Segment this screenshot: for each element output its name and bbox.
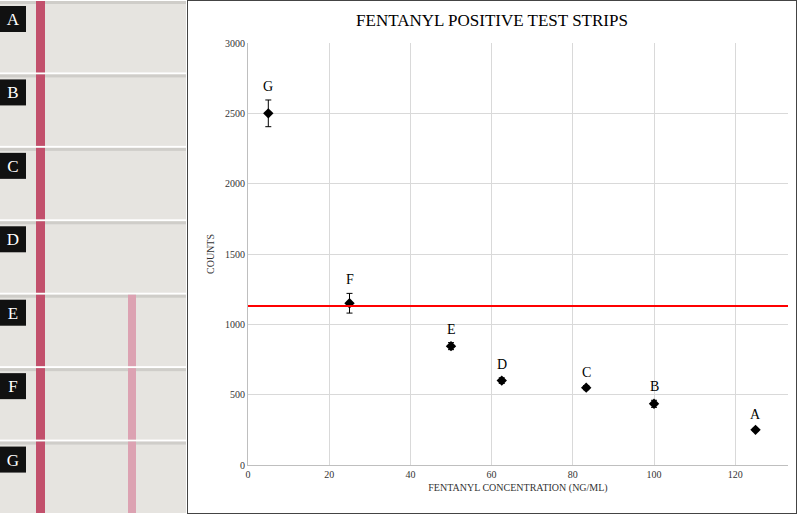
svg-text:B: B	[650, 379, 659, 394]
svg-text:100: 100	[647, 469, 662, 480]
svg-text:A: A	[750, 407, 761, 422]
svg-text:F: F	[346, 272, 354, 287]
svg-text:120: 120	[728, 469, 743, 480]
svg-text:40: 40	[405, 469, 415, 480]
svg-text:G: G	[263, 79, 273, 94]
svg-text:G: G	[7, 451, 19, 470]
svg-text:C: C	[7, 157, 18, 176]
svg-text:FENTANYL POSITIVE TEST STRIPS: FENTANYL POSITIVE TEST STRIPS	[356, 11, 628, 30]
svg-text:60: 60	[487, 469, 497, 480]
svg-text:1500: 1500	[225, 249, 245, 260]
svg-text:F: F	[8, 377, 17, 396]
svg-text:3000: 3000	[225, 38, 245, 49]
svg-text:20: 20	[324, 469, 334, 480]
svg-text:500: 500	[230, 389, 245, 400]
svg-text:E: E	[447, 322, 456, 337]
svg-text:FENTANYL CONCENTRATION (NG/ML): FENTANYL CONCENTRATION (NG/ML)	[428, 482, 607, 494]
svg-text:B: B	[7, 83, 18, 102]
svg-text:COUNTS: COUNTS	[205, 234, 216, 274]
svg-text:E: E	[8, 304, 18, 323]
svg-text:2500: 2500	[225, 108, 245, 119]
svg-text:1000: 1000	[225, 319, 245, 330]
svg-text:2000: 2000	[225, 178, 245, 189]
svg-text:80: 80	[568, 469, 578, 480]
svg-text:D: D	[497, 357, 507, 372]
svg-text:0: 0	[240, 460, 245, 471]
svg-text:C: C	[582, 365, 591, 380]
svg-text:0: 0	[246, 469, 251, 480]
svg-text:A: A	[7, 10, 20, 29]
svg-text:D: D	[7, 230, 19, 249]
